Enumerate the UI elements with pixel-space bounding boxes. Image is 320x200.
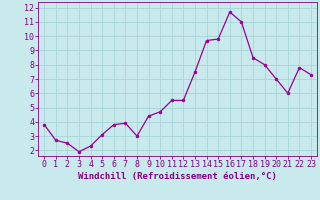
X-axis label: Windchill (Refroidissement éolien,°C): Windchill (Refroidissement éolien,°C) [78, 172, 277, 181]
